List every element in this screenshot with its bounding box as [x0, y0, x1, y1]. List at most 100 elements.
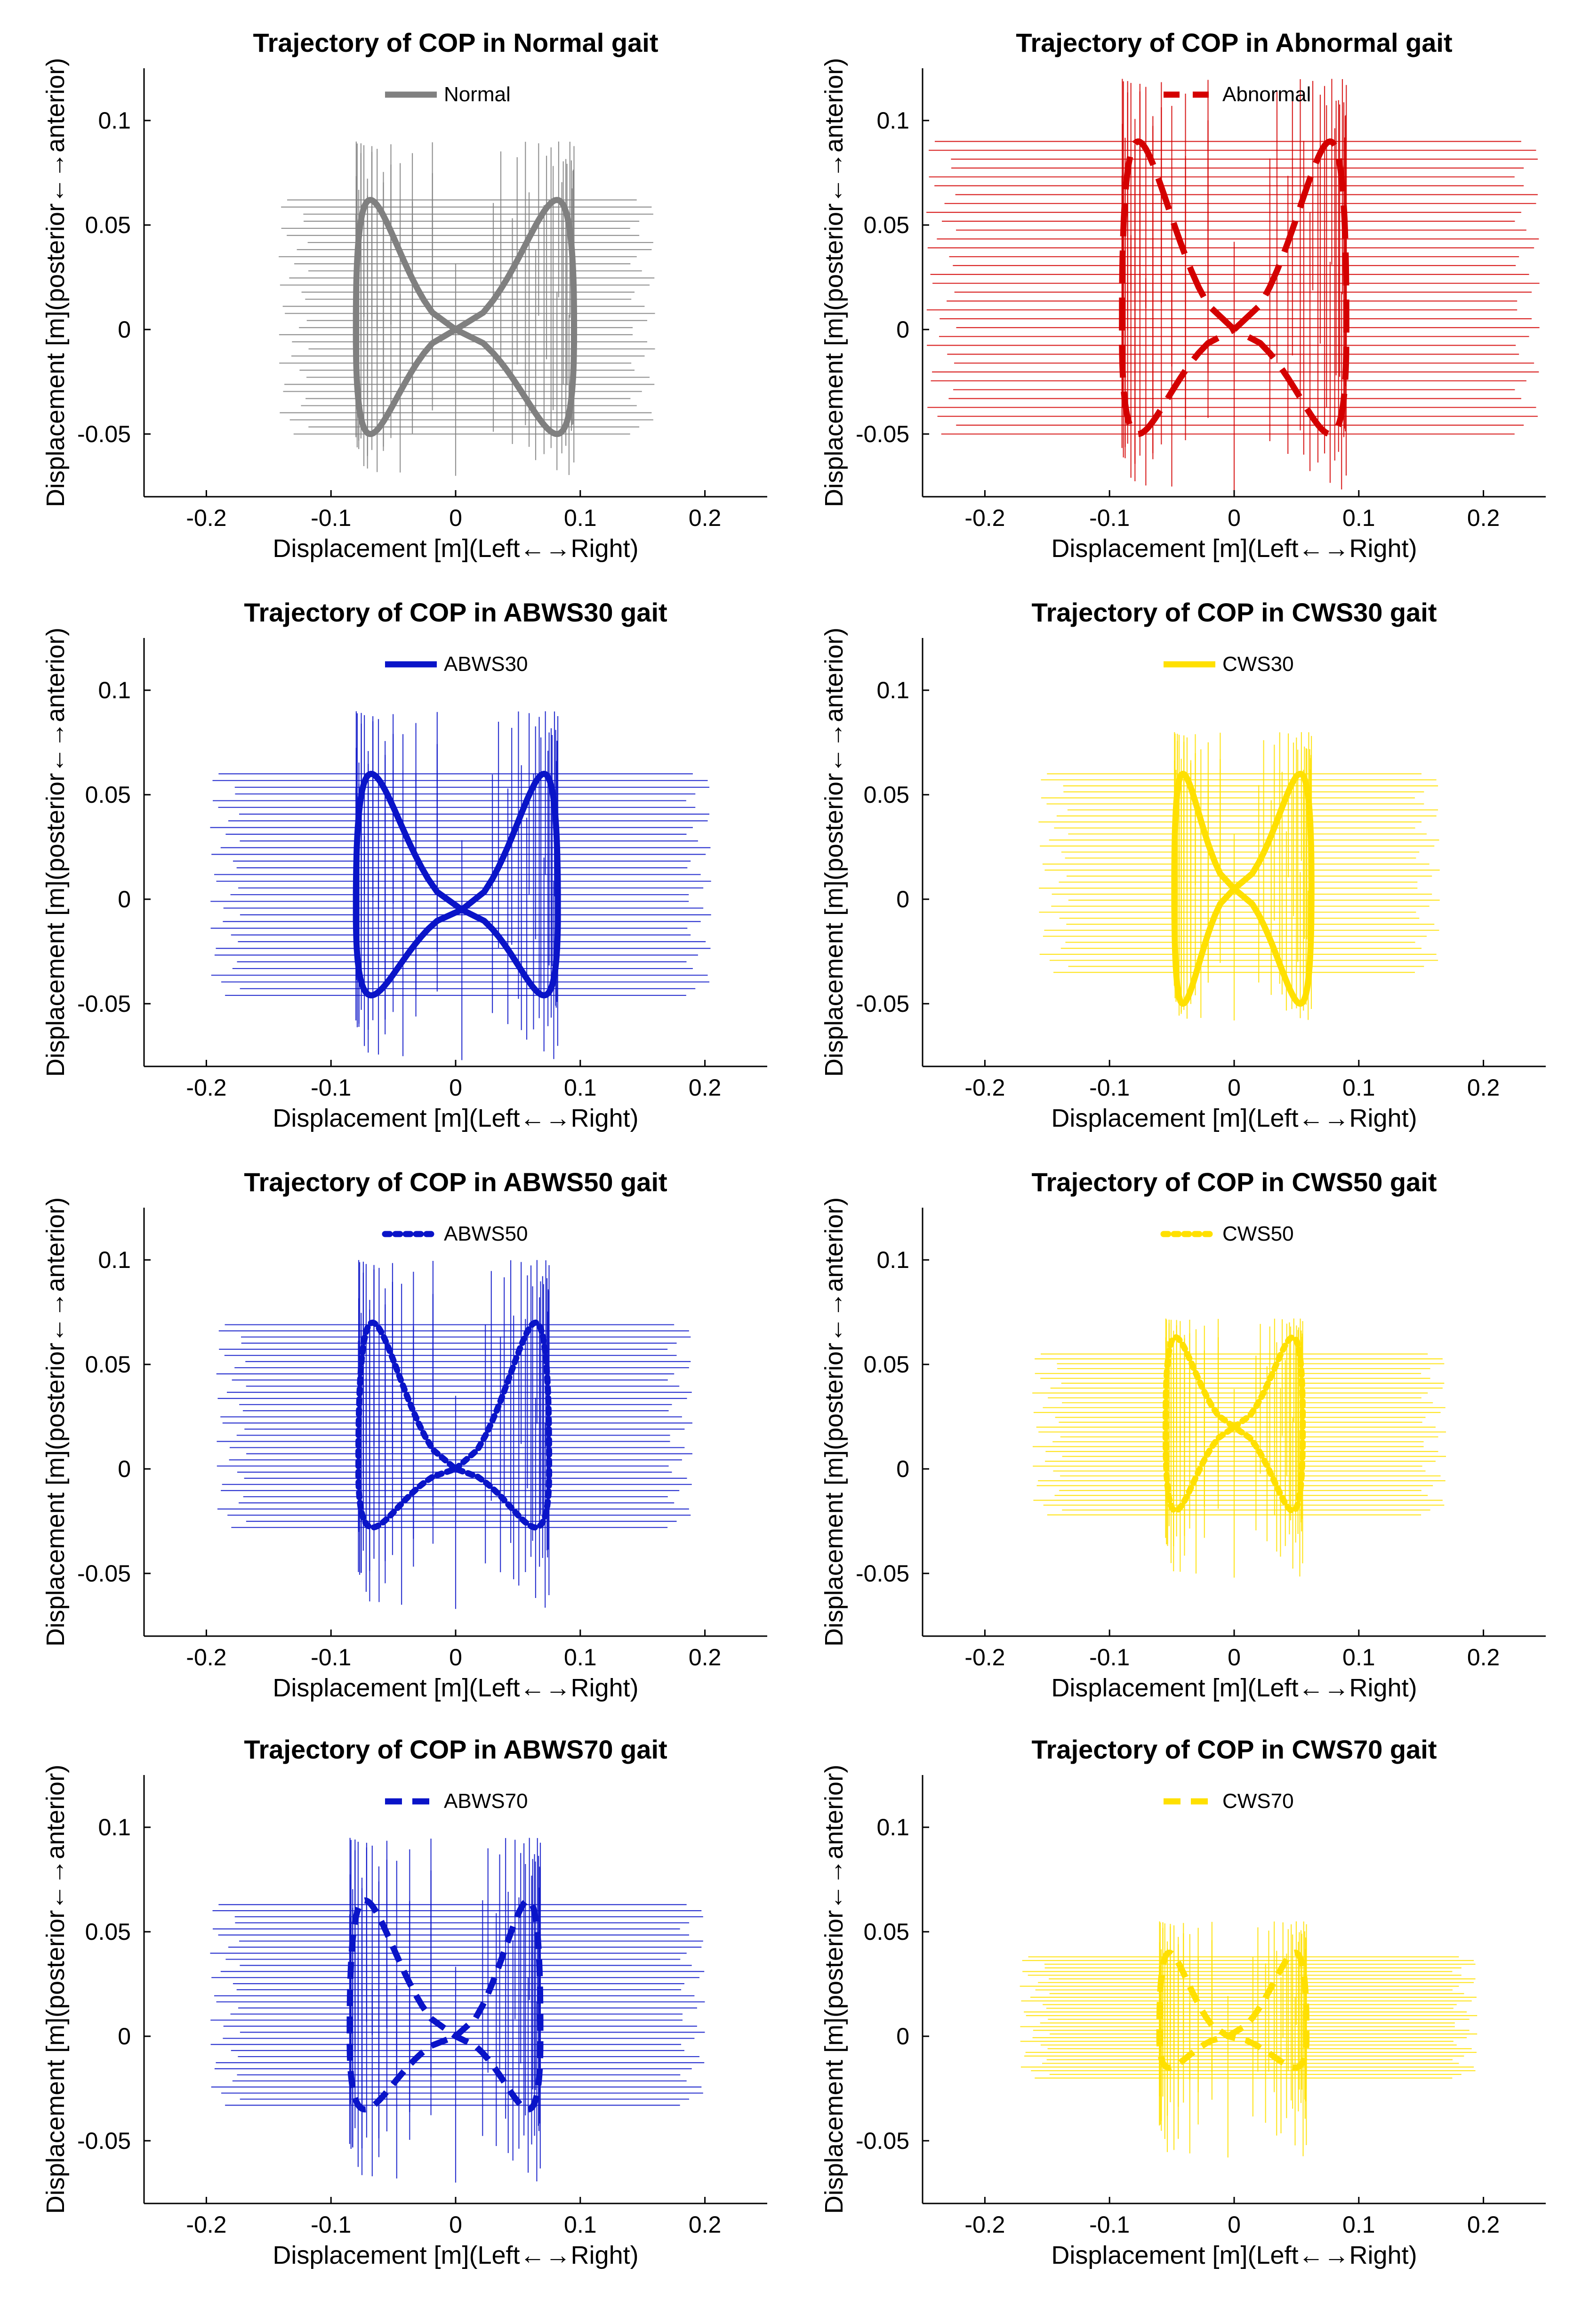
x-tick-label: -0.2 [186, 1644, 226, 1670]
y-axis-label: Displacement [m](posterior←→anterior) [820, 1197, 848, 1646]
x-tick-label: 0 [449, 1644, 462, 1670]
y-tick-label: 0.05 [85, 1351, 131, 1378]
y-axis-label: Displacement [m](posterior←→anterior) [820, 1765, 848, 2214]
chart-abws30: Trajectory of COP in ABWS30 gait -0.2 -0.1… [41, 597, 767, 1132]
y-tick-label: -0.05 [77, 1560, 131, 1587]
plot-area [1020, 1921, 1478, 2158]
y-axis-label: Displacement [m](posterior←→anterior) [41, 1197, 70, 1646]
x-tick-label: 0.2 [1467, 505, 1500, 531]
x-tick-label: 0.1 [564, 1074, 597, 1101]
legend-label: CWS70 [1222, 1790, 1294, 1813]
chart-abws50: Trajectory of COP in ABWS50 gait -0.2 -0.1… [41, 1167, 767, 1702]
x-axis-label: Displacement [m](Left←→Right) [273, 534, 638, 563]
y-tick-label: 0 [896, 316, 909, 343]
x-tick-label: 0 [1228, 1644, 1241, 1670]
x-tick-label: -0.1 [311, 1074, 351, 1101]
chart-cws30: Trajectory of COP in CWS30 gait -0.2 -0.1 0… [820, 597, 1546, 1132]
y-axis-label: Displacement [m](posterior←→anterior) [41, 1765, 70, 2214]
x-axis-label: Displacement [m](Left←→Right) [1051, 534, 1417, 563]
y-tick-label: 0.1 [876, 107, 909, 134]
x-tick-label: 0.2 [689, 1644, 722, 1670]
y-tick-label: 0.1 [876, 677, 909, 703]
y-axis-label: Displacement [m](posterior←→anterior) [41, 628, 70, 1077]
chart-title: Trajectory of COP in CWS30 gait [1032, 597, 1437, 627]
y-tick-label: 0.05 [864, 1351, 909, 1378]
series-line-cws50 [1162, 1334, 1306, 1514]
x-tick-label: 0 [449, 1074, 462, 1101]
y-tick-label: -0.05 [856, 421, 909, 447]
x-tick-label: -0.2 [964, 1644, 1005, 1670]
chart-title: Trajectory of COP in Abnormal gait [1016, 28, 1452, 57]
x-tick-label: 0.1 [1342, 1074, 1375, 1101]
legend: ABWS30 [385, 653, 528, 676]
x-tick-label: -0.2 [964, 505, 1005, 531]
y-tick-label: 0 [896, 1456, 909, 1482]
y-tick-label: 0 [118, 2023, 131, 2050]
x-tick-label: -0.2 [964, 2211, 1005, 2238]
plot-area [210, 1838, 705, 2183]
chart-cws70: Trajectory of COP in CWS70 gait -0.2 -0.1 0… [820, 1735, 1546, 2269]
chart-abnormal: Trajectory of COP in Abnormal gait -0.2 -0… [820, 28, 1546, 563]
y-tick-label: -0.05 [856, 2128, 909, 2154]
legend: CWS30 [1164, 653, 1294, 676]
y-tick-label: -0.05 [856, 991, 909, 1017]
y-tick-label: 0.05 [864, 212, 909, 238]
chart-cws50: Trajectory of COP in CWS50 gait -0.2 -0.1 0… [820, 1167, 1546, 1702]
legend-label: Normal [444, 83, 511, 106]
series-line-normal [353, 197, 578, 437]
x-axis-label: Displacement [m](Left←→Right) [273, 1104, 638, 1132]
legend-label: ABWS30 [444, 653, 528, 676]
x-tick-label: 0.1 [1342, 1644, 1375, 1670]
x-tick-label: 0.2 [1467, 2211, 1500, 2238]
plot-area [210, 711, 711, 1060]
plot-area [279, 141, 655, 476]
y-tick-label: 0 [118, 316, 131, 343]
chart-title: Trajectory of COP in CWS50 gait [1032, 1167, 1437, 1197]
y-tick-label: 0.1 [98, 677, 131, 703]
y-tick-label: 0 [118, 1456, 131, 1482]
x-tick-label: 0 [449, 505, 462, 531]
legend-label: CWS30 [1222, 653, 1294, 676]
x-tick-label: -0.1 [1089, 1074, 1130, 1101]
x-axis-label: Displacement [m](Left←→Right) [273, 2241, 638, 2269]
y-tick-label: -0.05 [77, 991, 131, 1017]
legend-label: CWS50 [1222, 1222, 1294, 1245]
legend: ABWS50 [382, 1222, 528, 1245]
y-tick-label: 0.1 [876, 1247, 909, 1273]
x-axis-label: Displacement [m](Left←→Right) [1051, 1674, 1417, 1702]
legend: Abnormal [1164, 83, 1311, 106]
legend-label: Abnormal [1222, 83, 1311, 106]
y-tick-label: 0.05 [85, 782, 131, 808]
legend: ABWS70 [385, 1790, 528, 1813]
chart-title: Trajectory of COP in ABWS70 gait [244, 1735, 667, 1764]
y-axis-label: Displacement [m](posterior←→anterior) [820, 628, 848, 1077]
y-tick-label: -0.05 [856, 1560, 909, 1587]
x-tick-label: 0.1 [564, 2211, 597, 2238]
y-axis-label: Displacement [m](posterior←→anterior) [41, 58, 70, 507]
chart-title: Trajectory of COP in ABWS30 gait [244, 597, 667, 627]
x-tick-label: 0.2 [689, 505, 722, 531]
x-tick-label: 0.1 [564, 1644, 597, 1670]
x-tick-label: 0.2 [689, 2211, 722, 2238]
x-tick-label: 0.2 [1467, 1074, 1500, 1101]
y-tick-label: 0 [896, 2023, 909, 2050]
y-tick-label: 0.1 [98, 1814, 131, 1840]
series-line-abws50 [355, 1319, 553, 1531]
x-tick-label: -0.1 [311, 1644, 351, 1670]
chart-abws70: Trajectory of COP in ABWS70 gait -0.2 -0.1… [41, 1735, 767, 2269]
y-tick-label: 0 [118, 886, 131, 912]
legend: Normal [385, 83, 511, 106]
y-tick-label: 0.05 [85, 212, 131, 238]
x-tick-label: -0.2 [186, 2211, 226, 2238]
y-tick-label: 0.05 [864, 782, 909, 808]
x-tick-label: -0.1 [311, 505, 351, 531]
x-tick-label: -0.1 [1089, 2211, 1130, 2238]
y-tick-label: 0.1 [876, 1814, 909, 1840]
y-tick-label: -0.05 [77, 421, 131, 447]
series-line-abws70 [346, 1897, 544, 2113]
plot-area [1038, 732, 1440, 1021]
y-tick-label: 0.1 [98, 1247, 131, 1273]
legend: CWS50 [1160, 1222, 1294, 1245]
